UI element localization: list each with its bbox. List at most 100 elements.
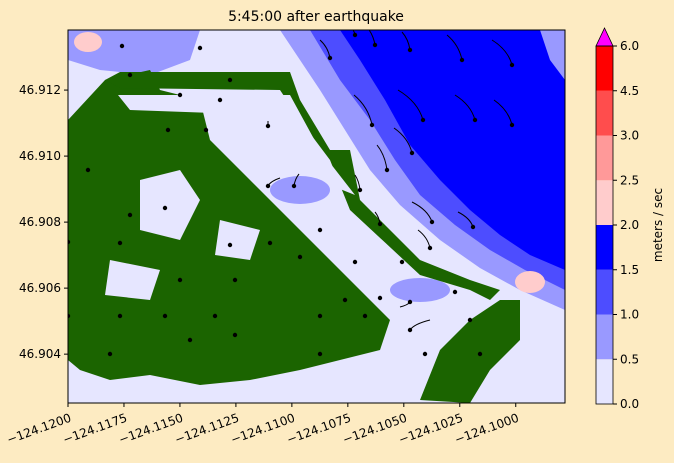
speed-zone	[540, 30, 565, 80]
gauge-dot	[232, 332, 238, 338]
gauge-dot	[232, 277, 238, 283]
colorbar-segment	[596, 90, 613, 136]
gauge-dot	[291, 183, 297, 189]
speed-zone	[340, 30, 565, 270]
gauge-dot	[362, 313, 368, 319]
gauge-dot	[177, 92, 183, 98]
gauge-dot	[409, 150, 415, 156]
gauge-dot	[352, 259, 358, 265]
gauge-dot	[472, 117, 478, 123]
colorbar-segment	[596, 225, 613, 270]
gauge-dot	[227, 242, 233, 248]
flow-track	[493, 99, 513, 126]
gauge-dot	[407, 299, 413, 305]
y-tick-label: 46.904	[19, 347, 61, 361]
colorbar-tick-label: 6.0	[620, 39, 639, 53]
colorbar-tick-label: 0.5	[620, 352, 639, 366]
gauge-dot	[68, 313, 71, 319]
water	[118, 95, 355, 195]
colorbar-segment	[596, 269, 613, 315]
colorbar-tick-label: 4.5	[620, 84, 639, 98]
map	[68, 30, 565, 403]
gauge-dot	[317, 313, 323, 319]
colorbar-extend	[595, 27, 614, 47]
gauge-dot	[467, 317, 473, 323]
gauge-dot	[162, 205, 168, 211]
gauge-dot	[384, 167, 390, 173]
gauge-dot	[459, 57, 465, 63]
gauge-dot	[509, 62, 515, 68]
colorbar-tick-label: 2.5	[620, 173, 639, 187]
gauge-dot	[377, 295, 383, 301]
speed-zone	[390, 278, 450, 302]
gauge-dot	[422, 351, 428, 357]
land	[420, 300, 520, 403]
gauge-dot	[212, 313, 218, 319]
gauge-dot	[352, 32, 358, 38]
gauge-dot	[265, 183, 271, 189]
y-tick-label: 46.912	[19, 83, 61, 97]
gauge-dot	[68, 239, 71, 245]
gauge-dot	[470, 224, 476, 230]
colorbar-segment	[596, 46, 613, 91]
colorbar-tick-label: 1.5	[620, 263, 639, 277]
flow-track	[454, 94, 476, 121]
gauge-dot	[377, 221, 383, 227]
gauge-dot	[509, 122, 515, 128]
colorbar-tick-label: 1.0	[620, 308, 639, 322]
gauge-dot	[317, 227, 323, 233]
y-tick-label: 46.906	[19, 281, 61, 295]
gauge-dot	[420, 117, 426, 123]
gauge-dot	[267, 240, 273, 246]
quiver	[68, 30, 515, 357]
gauge-dot	[399, 259, 405, 265]
gauge-dot	[177, 277, 183, 283]
x-tick-label: −124.1000	[453, 411, 521, 447]
flow-track	[446, 34, 463, 61]
gauge-dot	[452, 289, 458, 295]
colorbar-segment	[596, 180, 613, 225]
gauge-dot	[372, 42, 378, 48]
gauge-dot	[127, 72, 133, 78]
gauge-dot	[342, 297, 348, 303]
y-tick-label: 46.908	[19, 215, 61, 229]
colorbar-label: meters / sec	[651, 188, 665, 262]
gauge-dot	[265, 123, 271, 129]
flow-track	[376, 144, 388, 171]
gauge-dot	[357, 187, 363, 193]
gauge-dot	[197, 45, 203, 51]
speed-zone	[270, 176, 330, 204]
gauge-dot	[165, 127, 171, 133]
colorbar-tick-label: 3.0	[620, 129, 639, 143]
colorbar-segment	[596, 314, 613, 360]
gauge-dot	[187, 337, 193, 343]
colorbar-tick-label: 0.0	[620, 397, 639, 411]
gauge-dot	[407, 327, 413, 333]
gauge-dot	[477, 351, 483, 357]
gauge-dot	[85, 167, 91, 173]
flow-track	[353, 94, 373, 126]
gauge-dot	[117, 313, 123, 319]
gauge-dot	[327, 55, 333, 61]
gauge-dot	[162, 313, 168, 319]
gauge-dot	[427, 245, 433, 251]
gauge-dot	[227, 77, 233, 83]
gauge-dot	[119, 43, 125, 49]
gauge-dot	[429, 219, 435, 225]
flow-track	[393, 127, 413, 154]
gauge-dot	[369, 122, 375, 128]
land	[105, 72, 500, 300]
gauge-dot	[127, 212, 133, 218]
colorbar: 0.0 0.5 1.0 1.5 2.0 2.5 3.0 4.5 6.0	[595, 27, 639, 411]
colorbar-segment	[596, 359, 613, 404]
gauge-dot	[217, 97, 223, 103]
gauge-dot	[407, 47, 413, 53]
gauge-dot	[107, 351, 113, 357]
gauge-dot	[203, 127, 209, 133]
flow-track	[397, 89, 424, 121]
colorbar-tick-label: 2.0	[620, 218, 639, 232]
gauge-dot	[297, 254, 303, 260]
flow-track	[491, 39, 513, 66]
gauge-dot	[117, 240, 123, 246]
